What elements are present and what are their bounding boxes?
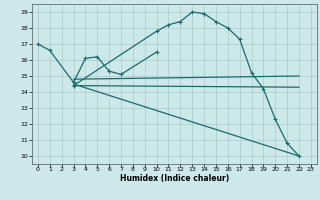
- X-axis label: Humidex (Indice chaleur): Humidex (Indice chaleur): [120, 174, 229, 183]
